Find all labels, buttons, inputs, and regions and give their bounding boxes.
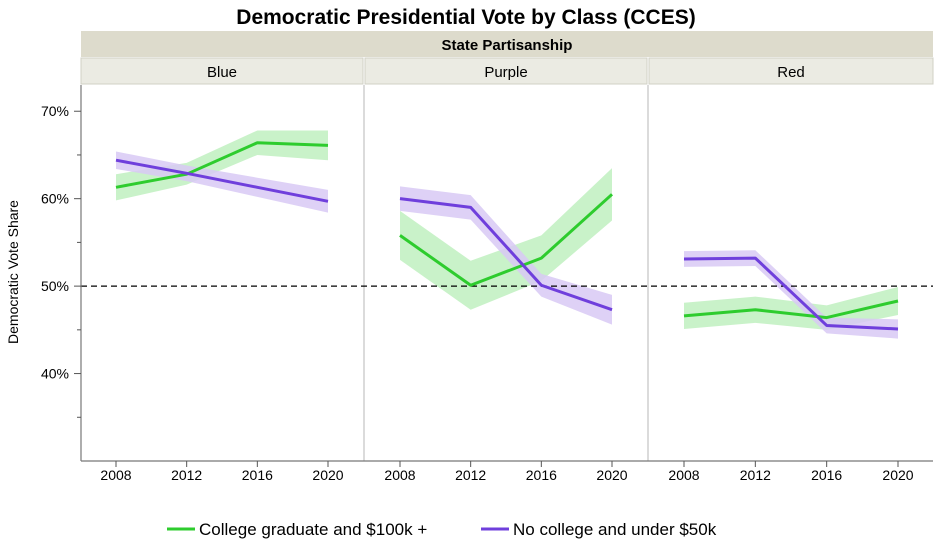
x-tick-label: 2020 bbox=[312, 467, 343, 483]
series-lines bbox=[115, 141, 899, 331]
x-tick-label: 2008 bbox=[100, 467, 131, 483]
legend-label-2: No college and under $50k bbox=[513, 520, 717, 539]
x-tick-label: 2012 bbox=[171, 467, 202, 483]
x-tick-label: 2008 bbox=[668, 467, 699, 483]
x-tick-label: 2012 bbox=[455, 467, 486, 483]
chart-title: Democratic Presidential Vote by Class (C… bbox=[236, 6, 695, 29]
x-tick-label: 2008 bbox=[384, 467, 415, 483]
panel-strip-purple bbox=[364, 57, 648, 85]
series-line-purple-1 bbox=[399, 193, 614, 287]
panel-label-blue: Blue bbox=[207, 64, 237, 81]
confidence-band-blue-series-2 bbox=[116, 151, 328, 213]
x-tick-label: 2020 bbox=[596, 467, 627, 483]
legend-label-1: College graduate and $100k + bbox=[199, 520, 427, 539]
confidence-band-blue-series-1 bbox=[116, 130, 328, 201]
x-tick-label: 2012 bbox=[740, 467, 771, 483]
confidence-band-red-series-2 bbox=[684, 250, 898, 339]
legend: College graduate and $100k + No college a… bbox=[167, 520, 717, 539]
panel-label-purple: Purple bbox=[484, 64, 527, 81]
facet-header-label: State Partisanship bbox=[442, 37, 573, 54]
x-tick-label: 2016 bbox=[526, 467, 557, 483]
x-tick-label: 2016 bbox=[242, 467, 273, 483]
series-line-red-1 bbox=[683, 299, 899, 320]
y-tick-label: 70% bbox=[41, 103, 69, 119]
y-tick-label: 50% bbox=[41, 278, 69, 294]
axes: 40% 50% 60% 70% 2008 2012 2016 2020 2008 2012 2016… bbox=[41, 85, 933, 483]
facet-header-strip bbox=[81, 31, 933, 57]
confidence-bands bbox=[116, 130, 898, 339]
panel-strip-blue bbox=[80, 57, 364, 85]
series-line-blue-1 bbox=[115, 141, 329, 189]
y-tick-label: 40% bbox=[41, 366, 69, 382]
y-tick-label: 60% bbox=[41, 191, 69, 207]
facet-strips: State Partisanship Blue Purple Red bbox=[80, 31, 934, 85]
panel-label-red: Red bbox=[777, 64, 805, 81]
y-axis-title: Democratic Vote Share bbox=[5, 200, 21, 344]
x-tick-label: 2020 bbox=[882, 467, 913, 483]
series-line-red-2 bbox=[683, 256, 899, 331]
series-line-purple-2 bbox=[399, 197, 613, 312]
panel-strip-red bbox=[648, 57, 934, 85]
series-line-blue-2 bbox=[115, 158, 329, 203]
x-tick-label: 2016 bbox=[811, 467, 842, 483]
panel-frames bbox=[363, 85, 649, 461]
